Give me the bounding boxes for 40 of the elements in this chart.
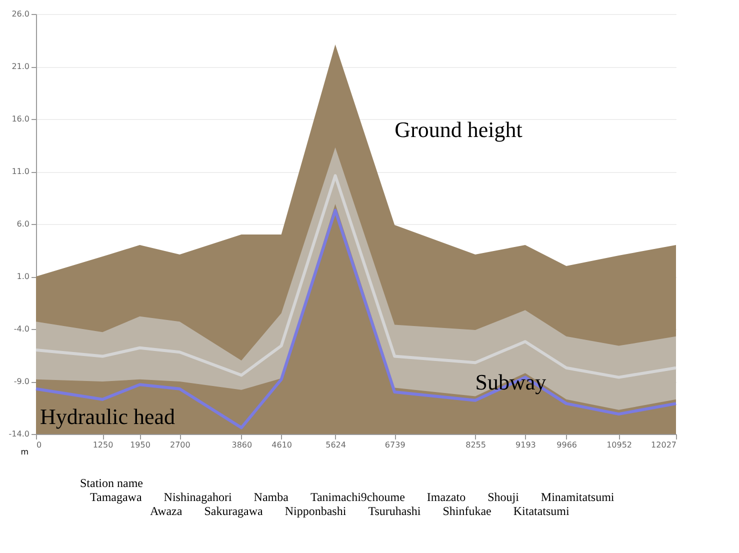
text: Nishinagahori [164,490,232,504]
y-tick-label: 26.0 [12,10,30,18]
x-tick-label: 8255 [466,440,486,450]
x-tick-label: 5624 [326,440,346,450]
text: Station name [80,476,143,490]
x-tick-label: 10952 [606,440,632,450]
x-tick-label: 6739 [384,440,406,450]
y-tick-label: -9.0 [14,377,30,386]
x-tick-label: 3860 [232,440,252,450]
y-tick-label: -14.0 [8,430,30,438]
y-tick-label: 16.0 [12,114,30,124]
x-tick-label: 1950 [130,440,150,450]
text: Tsuruhashi [368,504,421,518]
y-tick-label: -4.0 [14,324,30,334]
x-tick-label: 9966 [556,440,578,450]
series-label: Ground height [394,117,522,142]
x-tick-label: 0 [36,440,42,450]
y-tick-label: 11.0 [12,167,30,176]
text: Namba [254,490,288,504]
y-tick-label: 1.0 [16,272,30,281]
text: Awaza [150,504,182,518]
y-tick-label: 21.0 [12,62,30,71]
text: Kitatatsumi [513,504,570,518]
x-tick-label: 4610 [272,440,292,450]
series-label: Hydraulic head [40,404,175,429]
text: Tamagawa [90,490,142,504]
x-tick-label: 2700 [170,440,190,450]
series-label: Subway [475,370,546,395]
text: Nipponbashi [284,504,346,518]
text: Minamitatsumi [540,490,614,504]
text: Imazato [426,490,466,504]
y-tick-label: 6.0 [16,220,30,228]
text: Shinfukae [442,504,492,518]
text: Shouji [488,490,519,504]
text: Sakuragawa [204,504,263,518]
x-tick-label: 1250 [92,440,114,450]
x-tick-label: 9193 [516,440,536,450]
text: Tanimachi9choume [310,490,405,504]
x-axis-title: m [20,448,29,456]
x-tick-label: 12027 [651,440,676,450]
